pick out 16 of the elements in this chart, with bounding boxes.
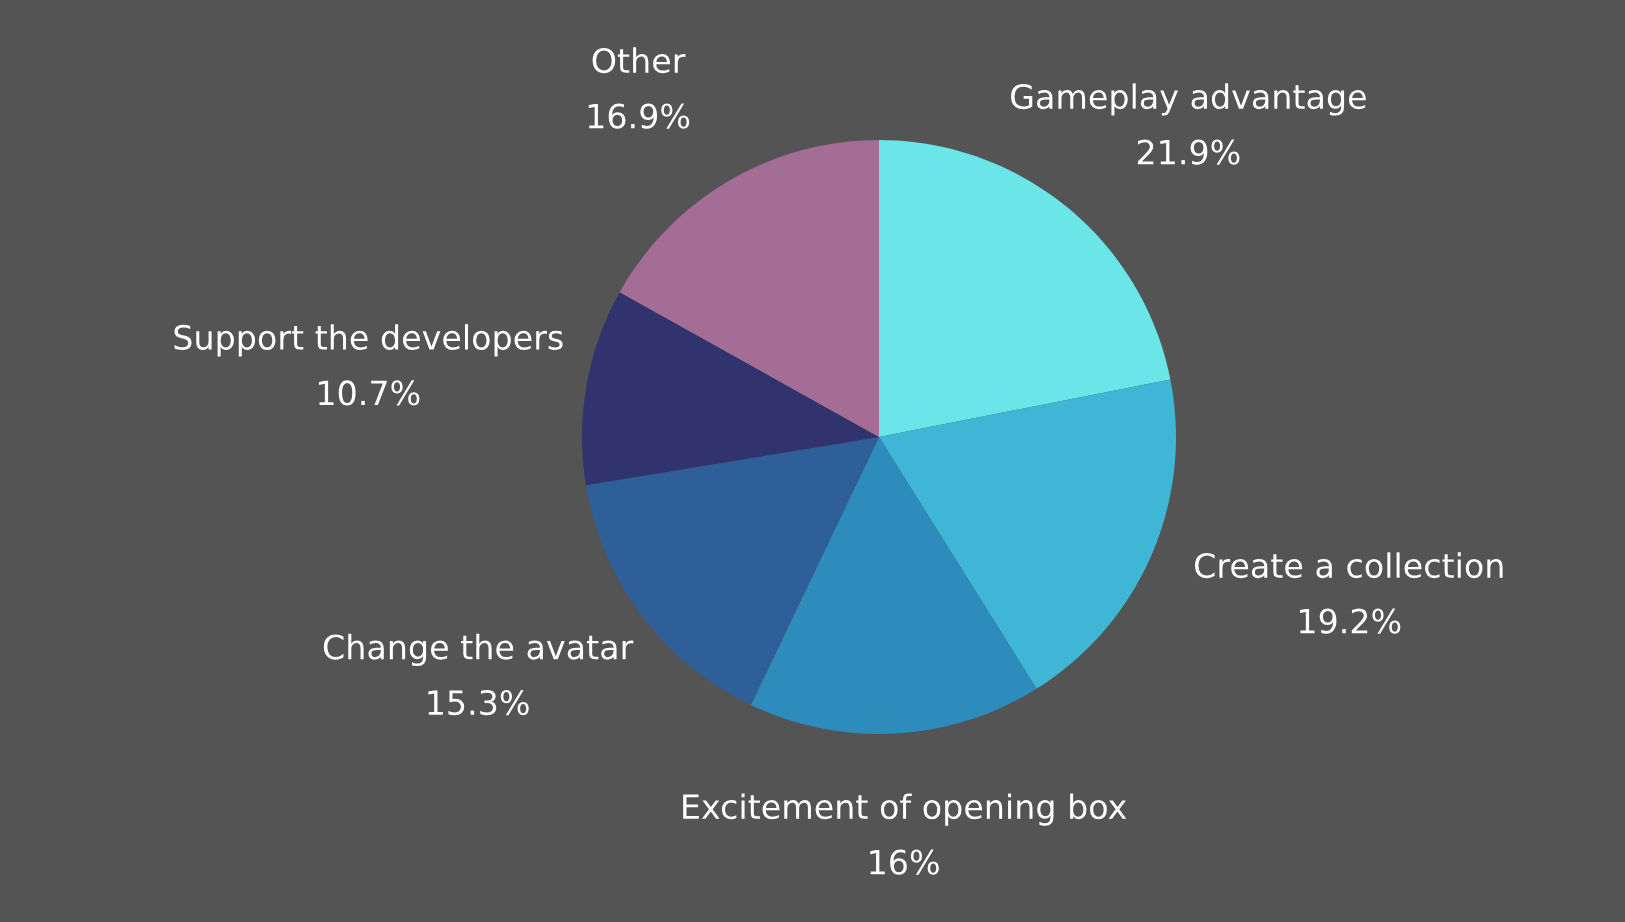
data-label: 15.3%	[428, 689, 529, 716]
pie-slice	[879, 379, 1176, 689]
slice-label: Gameplay advantage	[1011, 83, 1366, 116]
data-label: 16.9%	[588, 103, 690, 129]
data-label: 19.2%	[1299, 608, 1401, 634]
pie-slice	[619, 140, 879, 437]
data-label: 21.9%	[1137, 139, 1240, 165]
slice-label: Support the developers	[174, 324, 563, 357]
slice-label: Excitement of opening box	[683, 793, 1127, 826]
data-label: 10.7%	[319, 380, 420, 406]
data-label: 16%	[870, 849, 939, 875]
pie-slice	[582, 292, 879, 486]
slice-label: Other	[592, 47, 686, 74]
slice-label: Create a collection	[1195, 552, 1503, 579]
pie-slice	[750, 437, 1037, 734]
slice-label: Change the avatar	[323, 633, 634, 667]
